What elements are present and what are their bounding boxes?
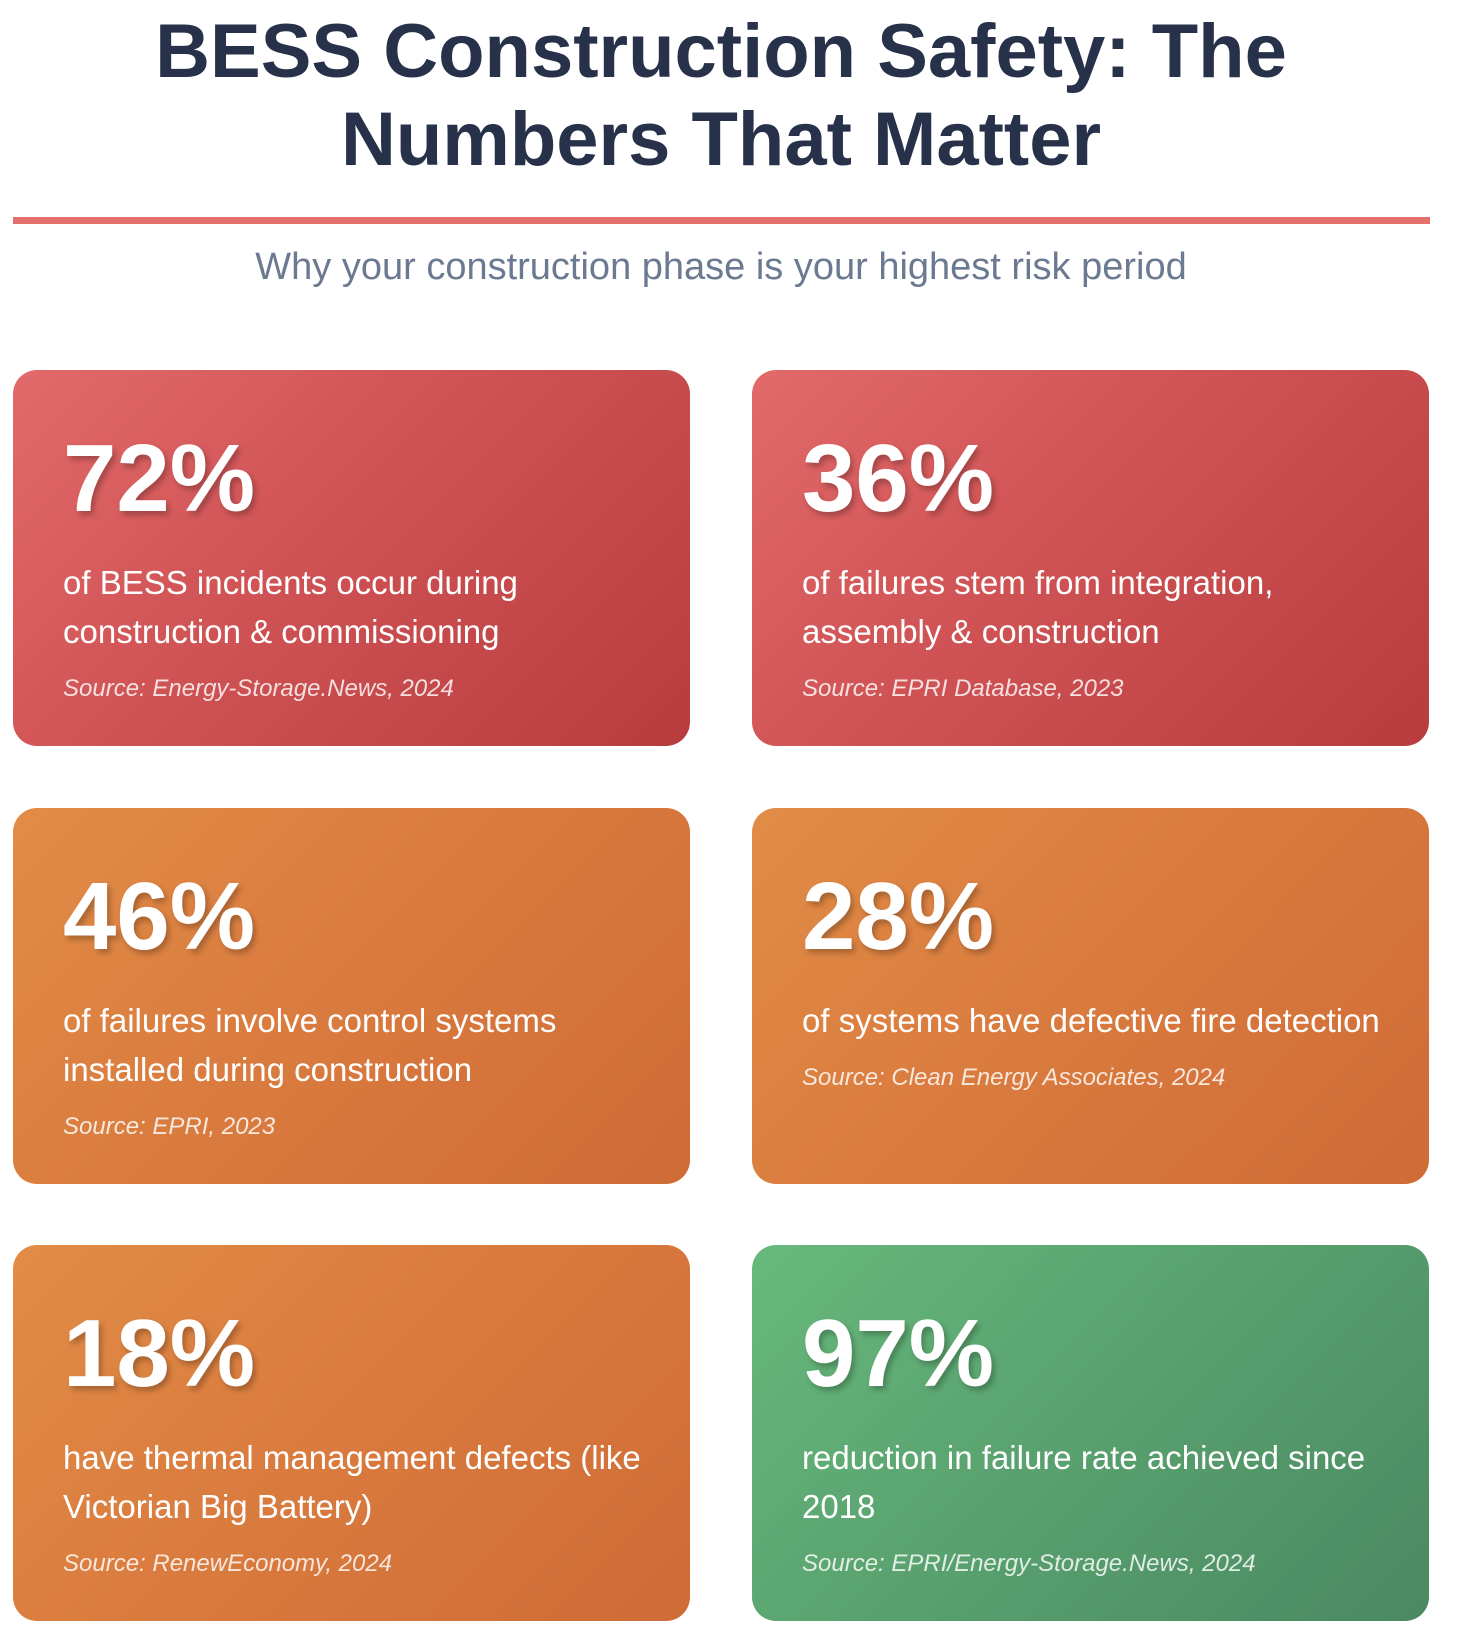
- stat-card-thermal-management: 18% have thermal management defects (lik…: [13, 1245, 690, 1621]
- stat-source: Source: EPRI, 2023: [63, 1113, 276, 1140]
- stat-value: 97%: [802, 1300, 995, 1407]
- stat-card-incidents-construction: 72% of BESS incidents occur during const…: [13, 370, 690, 746]
- stat-source: Source: Energy-Storage.News, 2024: [63, 675, 454, 702]
- stat-value: 46%: [63, 863, 256, 970]
- stat-description: of failures stem from integration, assem…: [802, 564, 1274, 650]
- stat-value: 36%: [802, 425, 995, 532]
- stat-card-control-systems: 46% of failures involve control systems …: [13, 808, 690, 1184]
- stat-description: of BESS incidents occur during construct…: [63, 564, 518, 650]
- stat-source: Source: Clean Energy Associates, 2024: [802, 1064, 1226, 1091]
- stat-source: Source: EPRI Database, 2023: [802, 675, 1124, 702]
- stat-description: of failures involve control systems inst…: [63, 1002, 557, 1088]
- stat-value: 28%: [802, 863, 995, 970]
- stat-value: 72%: [63, 425, 256, 532]
- stat-description: of systems have defective fire detection: [802, 1002, 1380, 1039]
- stat-source: Source: EPRI/Energy-Storage.News, 2024: [802, 1550, 1256, 1577]
- stat-source: Source: RenewEconomy, 2024: [63, 1550, 393, 1577]
- stat-description: reduction in failure rate achieved since…: [802, 1439, 1366, 1525]
- page-subtitle: Why your construction phase is your high…: [255, 246, 1187, 288]
- title-divider: [13, 217, 1430, 224]
- stat-description: have thermal management defects (like Vi…: [63, 1439, 641, 1525]
- page-title: BESS Construction Safety: The Numbers Th…: [155, 9, 1287, 182]
- stat-card-fire-detection: 28% of systems have defective fire detec…: [752, 808, 1429, 1184]
- stat-card-integration-failures: 36% of failures stem from integration, a…: [752, 370, 1429, 746]
- stat-card-failure-reduction: 97% reduction in failure rate achieved s…: [752, 1245, 1429, 1621]
- stat-value: 18%: [63, 1300, 256, 1407]
